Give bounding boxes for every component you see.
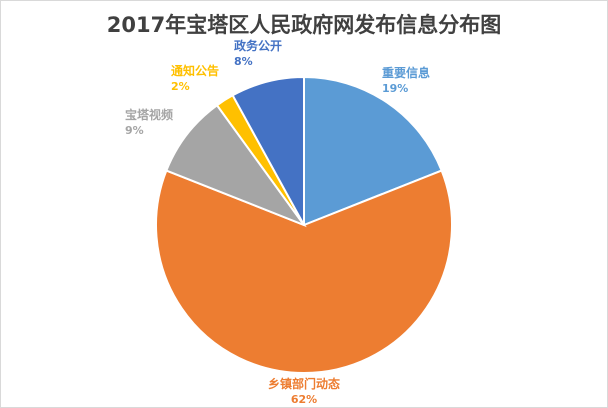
chart-title: 2017年宝塔区人民政府网发布信息分布图: [106, 13, 502, 37]
pie-slice-2: [155, 169, 453, 374]
slice-label-percent-5: 8%: [234, 55, 253, 68]
pie-slice-1: [303, 75, 443, 227]
slice-label-percent-1: 19%: [382, 82, 408, 95]
pie-slice-3: [165, 103, 307, 228]
pie-slice-5: [231, 75, 305, 226]
slice-label-percent-3: 9%: [125, 124, 144, 137]
slice-label-name-1: 重要信息: [382, 65, 430, 80]
slice-label-name-2: 乡镇部门动态: [268, 376, 340, 391]
slice-label-percent-2: 62%: [291, 393, 317, 406]
slice-label-name-4: 通知公告: [171, 63, 219, 78]
slice-label-name-5: 政务公开: [234, 38, 282, 53]
slice-label-percent-4: 2%: [171, 80, 190, 93]
slice-label-name-3: 宝塔视频: [125, 107, 173, 122]
